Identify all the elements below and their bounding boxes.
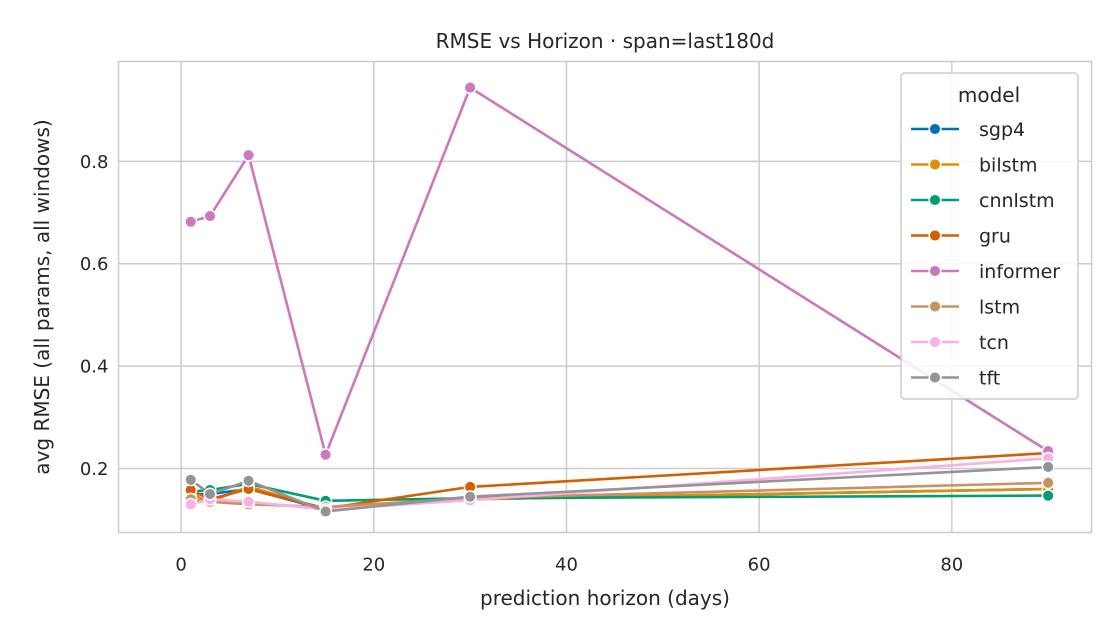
data-point-informer: [242, 148, 256, 162]
data-point-informer: [463, 81, 477, 95]
y-tick-label: 0.6: [80, 254, 109, 275]
data-point-informer: [319, 448, 333, 462]
x-tick-label: 80: [940, 555, 963, 576]
legend: model sgp4 bilstm cnnlstm gru informer lstm tcn…: [900, 72, 1079, 400]
chart-title: RMSE vs Horizon · span=last180d: [436, 29, 775, 53]
data-point-tcn: [184, 497, 198, 511]
legend-marker-tcn: [928, 335, 942, 349]
legend-marker-gru: [928, 228, 942, 243]
legend-label-lstm: lstm: [979, 297, 1020, 319]
y-tick-label: 0.8: [80, 152, 109, 173]
data-point-tft: [203, 487, 217, 501]
x-tick-label: 20: [362, 555, 385, 576]
data-point-tft: [242, 474, 256, 488]
legend-title: model: [958, 83, 1020, 107]
data-point-cnnlstm: [1041, 489, 1055, 503]
data-point-informer: [184, 215, 198, 229]
legend-label-gru: gru: [979, 226, 1011, 248]
legend-item-tcn: tcn: [911, 332, 1009, 354]
series-informer: [184, 81, 1055, 462]
x-tick-label: 40: [555, 555, 578, 576]
data-point-tft: [184, 473, 198, 487]
legend-marker-cnnlstm: [928, 193, 942, 207]
series-tft: [184, 460, 1055, 519]
y-tick-label: 0.2: [80, 459, 109, 480]
legend-marker-tft: [928, 370, 942, 385]
legend-item-bilstm: bilstm: [911, 155, 1037, 177]
data-point-tft: [463, 490, 477, 504]
y-tick-label: 0.4: [80, 357, 109, 378]
legend-item-lstm: lstm: [911, 297, 1020, 319]
legend-item-tft: tft: [911, 368, 1000, 390]
legend-label-cnnlstm: cnnlstm: [979, 190, 1055, 212]
legend-marker-bilstm: [928, 157, 942, 172]
axis-ticks: 0 20 40 60 80 0.2 0.4 0.6 0.8: [80, 152, 963, 576]
legend-label-bilstm: bilstm: [979, 155, 1037, 177]
series-lines: [184, 81, 1055, 519]
data-point-tft: [1041, 460, 1055, 474]
legend-label-tft: tft: [979, 368, 1000, 390]
legend-marker-informer: [928, 264, 942, 278]
legend-label-tcn: tcn: [979, 332, 1009, 354]
legend-label-sgp4: sgp4: [979, 119, 1025, 141]
legend-box: [900, 72, 1079, 400]
data-point-informer: [203, 209, 217, 223]
x-tick-label: 60: [748, 555, 771, 576]
legend-item-cnnlstm: cnnlstm: [911, 190, 1055, 212]
series-gru: [184, 446, 1055, 515]
data-point-tcn: [242, 495, 256, 509]
data-point-tft: [319, 504, 333, 519]
legend-item-sgp4: sgp4: [911, 119, 1025, 141]
data-point-lstm: [1041, 476, 1055, 490]
series-line-lstm: [190, 481, 1049, 509]
legend-item-gru: gru: [911, 226, 1011, 248]
legend-label-informer: informer: [979, 261, 1060, 283]
x-tick-label: 0: [175, 555, 186, 576]
legend-marker-lstm: [928, 299, 942, 314]
series-line-tft: [190, 465, 1049, 513]
y-axis-label: avg RMSE (all params, all windows): [30, 119, 54, 474]
x-axis-label: prediction horizon (days): [480, 586, 730, 610]
legend-item-informer: informer: [911, 261, 1060, 283]
plot-area-frame: [117, 60, 1093, 534]
legend-marker-sgp4: [928, 122, 942, 136]
